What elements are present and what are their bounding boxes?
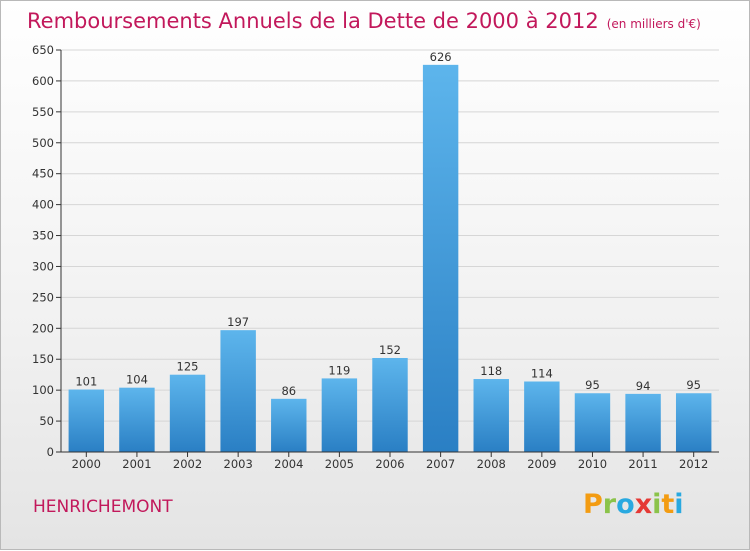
data-label: 95 [585, 378, 600, 392]
data-label: 152 [379, 343, 401, 357]
axis-layer [56, 49, 719, 457]
commune-name: HENRICHEMONT [33, 497, 173, 517]
bar-2001 [119, 387, 155, 452]
chart-subtitle: (en milliers d'€) [606, 17, 701, 31]
data-label: 125 [177, 360, 199, 374]
bar-layer [68, 64, 712, 452]
y-tick-label: 450 [32, 167, 54, 181]
logo-letter: i [652, 489, 662, 520]
x-tick-label: 2011 [628, 457, 657, 471]
y-tick-label: 250 [32, 290, 54, 304]
y-tick-label: 150 [32, 352, 54, 366]
x-tick-label: 2012 [679, 457, 708, 471]
bar-2004 [271, 398, 307, 452]
data-label: 86 [281, 384, 296, 398]
y-tick-label: 300 [32, 259, 54, 273]
x-tick-label: 2009 [527, 457, 556, 471]
y-tick-label: 600 [32, 74, 54, 88]
x-tick-label: 2004 [274, 457, 303, 471]
bar-2011 [625, 393, 661, 452]
x-tick-label: 2007 [426, 457, 455, 471]
bar-2009 [524, 381, 560, 452]
x-tick-label: 2010 [578, 457, 607, 471]
x-tick-label: 2002 [173, 457, 202, 471]
bar-2005 [321, 378, 358, 452]
y-tick-label: 350 [32, 229, 54, 243]
bar-2000 [68, 389, 105, 452]
data-label: 197 [227, 315, 249, 329]
data-label: 101 [75, 375, 97, 389]
x-tick-label: 2003 [224, 457, 253, 471]
bar-2003 [220, 330, 256, 452]
x-tick-label: 2001 [122, 457, 151, 471]
data-label: 114 [531, 366, 553, 380]
bar-2007 [422, 64, 459, 452]
bar-2006 [372, 357, 408, 452]
y-tick-label: 200 [32, 321, 54, 335]
data-label: 119 [328, 363, 350, 377]
y-tick-label: 0 [47, 445, 54, 459]
bar-2002 [169, 374, 206, 452]
logo-letter: r [602, 489, 617, 520]
x-tick-label: 2000 [72, 457, 101, 471]
data-label: 95 [686, 378, 701, 392]
bar-2008 [473, 379, 509, 452]
data-label: 104 [126, 373, 148, 387]
logo-letter: t [661, 489, 675, 520]
y-tick-label: 100 [32, 383, 54, 397]
logo-letter: o [616, 489, 635, 520]
logo-letter: P [583, 489, 603, 520]
y-tick-label: 550 [32, 105, 54, 119]
x-tick-label: 2008 [477, 457, 506, 471]
y-tick-label: 500 [32, 136, 54, 150]
x-tick-label: 2005 [325, 457, 354, 471]
title-text: Remboursements Annuels de la Dette de 20… [27, 9, 599, 33]
data-label: 94 [636, 379, 651, 393]
y-tick-label: 50 [39, 414, 54, 428]
x-tick-label: 2006 [375, 457, 404, 471]
label-layer: 0 50 100 150 200 250 300 350 400 450 500 550 600 650 1… [32, 43, 708, 471]
data-label: 118 [480, 364, 502, 378]
proxiti-logo: Proxiti [583, 489, 684, 520]
chart-title: Remboursements Annuels de la Dette de 20… [27, 9, 701, 33]
bar-2010 [574, 393, 611, 452]
data-label: 626 [430, 50, 452, 64]
logo-letter: x [634, 489, 653, 520]
bar-2012 [675, 393, 712, 452]
y-tick-label: 400 [32, 198, 54, 212]
logo-letter: i [674, 489, 684, 520]
y-tick-label: 650 [32, 43, 54, 57]
